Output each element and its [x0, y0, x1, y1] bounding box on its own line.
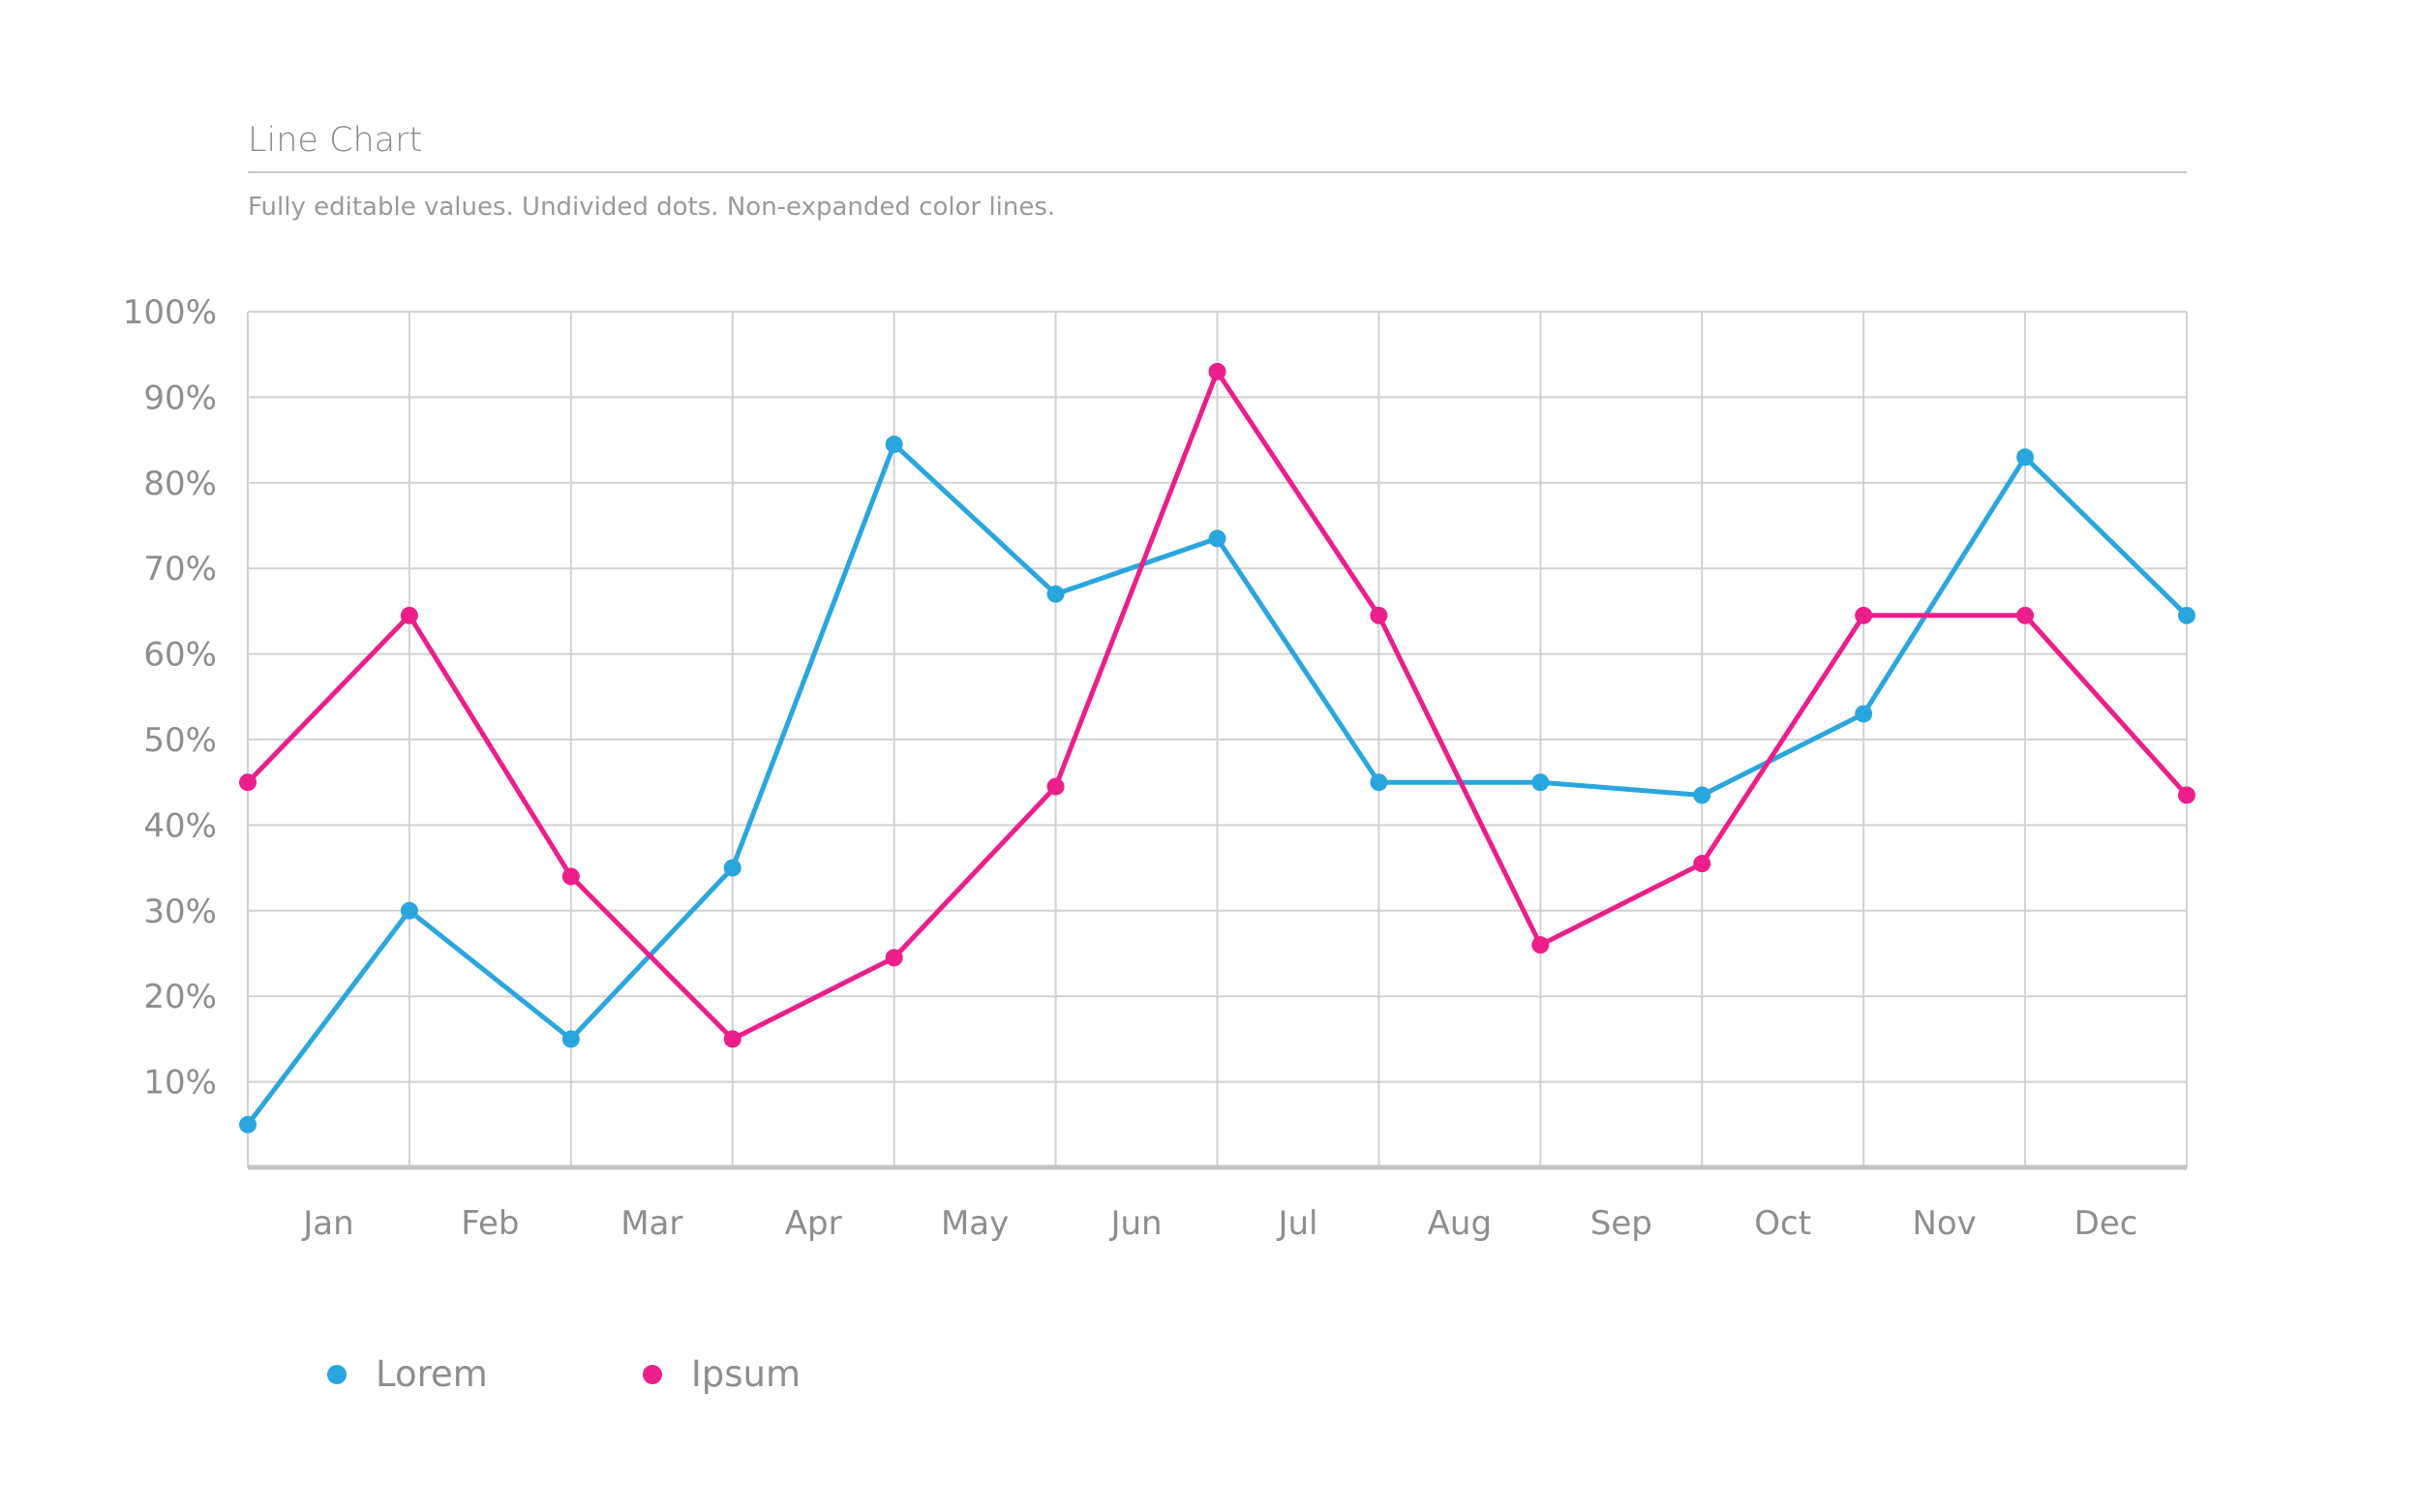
data-point-lorem [1855, 705, 1873, 723]
data-point-ipsum [561, 867, 580, 886]
legend-item-lorem[interactable]: Lorem [327, 1353, 488, 1395]
data-point-ipsum [1693, 855, 1711, 873]
x-tick-label: Jun [1108, 1204, 1162, 1243]
data-point-ipsum [1208, 362, 1226, 380]
legend-dot-icon [327, 1364, 347, 1384]
legend-dot-icon [642, 1364, 662, 1384]
x-tick-label: Nov [1912, 1204, 1976, 1243]
x-tick-label: Jan [301, 1204, 353, 1243]
x-tick-label: Dec [2074, 1204, 2138, 1243]
x-tick-label: Sep [1590, 1204, 1652, 1243]
x-tick-label: May [941, 1204, 1009, 1243]
data-point-ipsum [723, 1030, 741, 1048]
x-tick-label: Mar [620, 1204, 682, 1243]
y-tick-label: 70% [143, 550, 217, 589]
data-point-lorem [561, 1030, 580, 1048]
data-point-lorem [885, 436, 903, 454]
data-point-lorem [1370, 773, 1388, 792]
data-points [239, 362, 2195, 1134]
data-point-ipsum [1855, 606, 1873, 624]
y-tick-label: 80% [143, 465, 217, 503]
y-tick-label: 20% [143, 978, 217, 1016]
chart-header: Line Chart Fully editable values. Undivi… [248, 124, 2187, 220]
y-tick-label: 60% [143, 636, 217, 675]
y-tick-label: 100% [123, 293, 217, 332]
data-point-lorem [1693, 786, 1711, 804]
data-point-ipsum [239, 773, 257, 792]
data-point-ipsum [2178, 786, 2195, 804]
data-point-lorem [400, 901, 418, 920]
data-point-lorem [1046, 585, 1065, 603]
chart-title: Line Chart [248, 124, 2187, 173]
data-point-lorem [1531, 773, 1550, 792]
chart-legend: Lorem Ipsum [327, 1353, 955, 1395]
y-tick-label: 10% [143, 1064, 217, 1103]
legend-label: Lorem [376, 1353, 488, 1395]
x-tick-label: Feb [461, 1204, 519, 1243]
data-point-ipsum [1531, 936, 1550, 954]
data-point-lorem [1208, 529, 1226, 548]
legend-label: Ipsum [690, 1353, 801, 1395]
x-tick-label: Jul [1276, 1204, 1317, 1243]
x-tick-label: Oct [1754, 1204, 1811, 1243]
data-point-ipsum [2016, 606, 2035, 624]
x-tick-label: Apr [785, 1204, 842, 1243]
data-point-lorem [239, 1115, 257, 1134]
axes: 10% 20% 30% 40% 50% 60% 70% 80% 90% 100% Jan Feb Mar… [123, 293, 2187, 1243]
y-tick-label: 90% [143, 378, 217, 417]
data-point-lorem [2016, 448, 2035, 467]
y-tick-label: 30% [143, 892, 217, 931]
data-point-lorem [2178, 606, 2195, 624]
x-tick-label: Aug [1428, 1204, 1492, 1243]
y-tick-label: 50% [143, 721, 217, 760]
data-point-ipsum [1370, 606, 1388, 624]
data-point-lorem [723, 859, 741, 877]
data-point-ipsum [400, 606, 418, 624]
data-point-ipsum [1046, 777, 1065, 796]
data-point-ipsum [885, 949, 903, 967]
y-tick-label: 40% [143, 806, 217, 845]
legend-item-ipsum[interactable]: Ipsum [642, 1353, 801, 1395]
grid-lines [247, 311, 2188, 1167]
chart-subtitle: Fully editable values. Undivided dots. N… [248, 193, 1056, 222]
